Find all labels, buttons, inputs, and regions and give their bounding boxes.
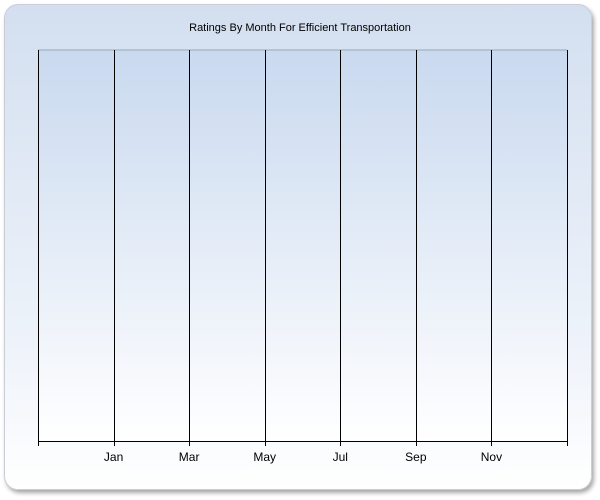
plot-area xyxy=(38,50,567,441)
chart-title: Ratings By Month For Efficient Transport… xyxy=(189,22,411,34)
x-tick-label: Sep xyxy=(405,450,427,464)
x-tick-label: Jul xyxy=(333,450,348,464)
x-tick-label: May xyxy=(253,450,276,464)
x-tick-label: Nov xyxy=(481,450,502,464)
x-tick-label: Mar xyxy=(179,450,200,464)
x-tick-label: Jan xyxy=(104,450,123,464)
